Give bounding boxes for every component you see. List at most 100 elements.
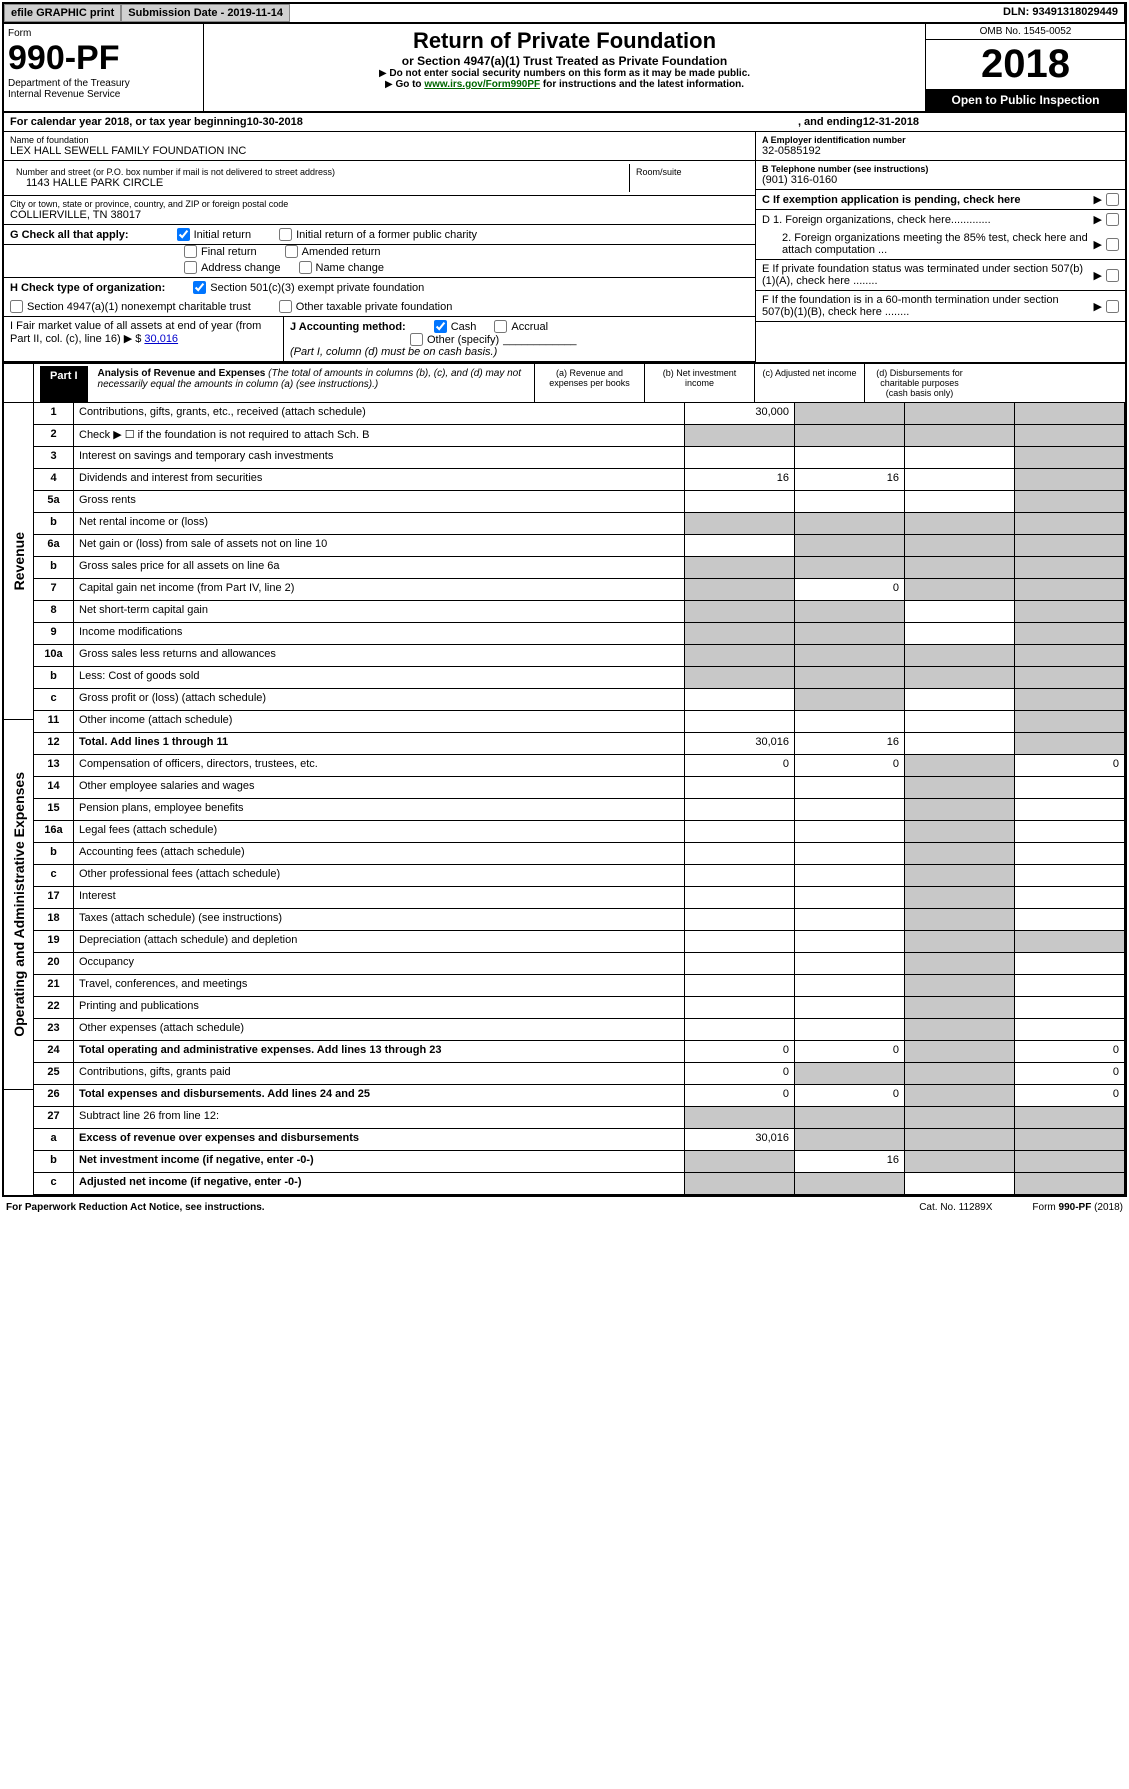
form-page: efile GRAPHIC print Submission Date - 20… bbox=[2, 2, 1127, 1197]
fmv-link[interactable]: 30,016 bbox=[144, 333, 178, 345]
final-return-check[interactable] bbox=[184, 245, 197, 258]
part1-title: Analysis of Revenue and Expenses bbox=[98, 368, 266, 379]
irs: Internal Revenue Service bbox=[8, 89, 199, 100]
line-desc: Adjusted net income (if negative, enter … bbox=[74, 1173, 685, 1195]
form-number: 990-PF bbox=[8, 39, 199, 78]
j-other: Other (specify) bbox=[427, 334, 499, 346]
line-desc: Dividends and interest from securities bbox=[74, 469, 685, 491]
line-desc: Contributions, gifts, grants, etc., rece… bbox=[74, 403, 685, 425]
name-label: Name of foundation bbox=[10, 135, 749, 145]
col-d-val bbox=[1015, 513, 1125, 535]
col-a: (a) Revenue and expenses per books bbox=[534, 364, 644, 402]
col-c: (c) Adjusted net income bbox=[754, 364, 864, 402]
col-a-val: 16 bbox=[685, 469, 795, 491]
col-a-val bbox=[685, 777, 795, 799]
col-d-val bbox=[1015, 997, 1125, 1019]
501c3-check[interactable] bbox=[193, 281, 206, 294]
line-num: 27 bbox=[34, 1107, 74, 1129]
line-num: 17 bbox=[34, 887, 74, 909]
line-num: 9 bbox=[34, 623, 74, 645]
col-c-val bbox=[905, 1173, 1015, 1195]
col-a-val: 0 bbox=[685, 1063, 795, 1085]
line-num: b bbox=[34, 843, 74, 865]
col-b-val bbox=[795, 403, 905, 425]
cal-end: 12-31-2018 bbox=[863, 116, 919, 128]
g-addr: Address change bbox=[201, 262, 281, 274]
line-num: 10a bbox=[34, 645, 74, 667]
col-a-val bbox=[685, 953, 795, 975]
j-label: J Accounting method: bbox=[290, 321, 406, 333]
tax-year: 2018 bbox=[926, 40, 1125, 89]
col-b-val bbox=[795, 1063, 905, 1085]
col-b-val: 0 bbox=[795, 755, 905, 777]
cash-check[interactable] bbox=[434, 320, 447, 333]
line-num: c bbox=[34, 865, 74, 887]
line-num: b bbox=[34, 513, 74, 535]
submission-date: Submission Date - 2019-11-14 bbox=[121, 4, 290, 22]
i-label: I Fair market value of all assets at end… bbox=[10, 320, 261, 345]
accrual-check[interactable] bbox=[494, 320, 507, 333]
col-a-val bbox=[685, 491, 795, 513]
side-revenue: Revenue bbox=[11, 532, 27, 590]
col-b-val bbox=[795, 821, 905, 843]
col-c-val bbox=[905, 953, 1015, 975]
note2-pre: Go to bbox=[395, 79, 424, 90]
line-num: 18 bbox=[34, 909, 74, 931]
g-initial: Initial return bbox=[194, 229, 251, 241]
dln: DLN: 93491318029449 bbox=[997, 4, 1125, 22]
c-check[interactable] bbox=[1106, 193, 1119, 206]
col-c-val bbox=[905, 887, 1015, 909]
line-desc: Net gain or (loss) from sale of assets n… bbox=[74, 535, 685, 557]
line-desc: Travel, conferences, and meetings bbox=[74, 975, 685, 997]
d1-check[interactable] bbox=[1106, 213, 1119, 226]
col-b-val bbox=[795, 909, 905, 931]
line-num: 4 bbox=[34, 469, 74, 491]
phone: (901) 316-0160 bbox=[762, 174, 1119, 186]
col-c-val bbox=[905, 447, 1015, 469]
f-check[interactable] bbox=[1106, 300, 1119, 313]
line-desc: Interest bbox=[74, 887, 685, 909]
col-b-val bbox=[795, 997, 905, 1019]
j-accrual: Accrual bbox=[511, 321, 548, 333]
col-b-val bbox=[795, 623, 905, 645]
col-a-val bbox=[685, 645, 795, 667]
irs-link[interactable]: www.irs.gov/Form990PF bbox=[424, 79, 540, 90]
4947-check[interactable] bbox=[10, 300, 23, 313]
other-method-check[interactable] bbox=[410, 333, 423, 346]
col-c-val bbox=[905, 513, 1015, 535]
name-change-check[interactable] bbox=[299, 261, 312, 274]
col-b-val bbox=[795, 887, 905, 909]
initial-former-check[interactable] bbox=[279, 228, 292, 241]
inspection: Open to Public Inspection bbox=[926, 89, 1125, 111]
form-title: Return of Private Foundation bbox=[214, 28, 915, 54]
address-change-check[interactable] bbox=[184, 261, 197, 274]
d2-check[interactable] bbox=[1106, 238, 1119, 251]
h-other: Other taxable private foundation bbox=[296, 301, 453, 313]
note1: Do not enter social security numbers on … bbox=[389, 68, 750, 79]
col-d-val bbox=[1015, 733, 1125, 755]
col-a-val bbox=[685, 425, 795, 447]
col-d-val: 0 bbox=[1015, 755, 1125, 777]
col-d-val bbox=[1015, 447, 1125, 469]
e-check[interactable] bbox=[1106, 269, 1119, 282]
col-a-val bbox=[685, 513, 795, 535]
other-taxable-check[interactable] bbox=[279, 300, 292, 313]
col-a-val bbox=[685, 535, 795, 557]
initial-return-check[interactable] bbox=[177, 228, 190, 241]
col-b-val: 0 bbox=[795, 1041, 905, 1063]
col-b-val bbox=[795, 1129, 905, 1151]
line-desc: Check ▶ ☐ if the foundation is not requi… bbox=[74, 425, 685, 447]
col-c-val bbox=[905, 1151, 1015, 1173]
col-a-val bbox=[685, 447, 795, 469]
line-desc: Gross profit or (loss) (attach schedule) bbox=[74, 689, 685, 711]
efile-button[interactable]: efile GRAPHIC print bbox=[4, 4, 121, 22]
part1-tab: Part I bbox=[40, 366, 88, 402]
col-c-val bbox=[905, 623, 1015, 645]
amended-check[interactable] bbox=[285, 245, 298, 258]
col-b-val bbox=[795, 667, 905, 689]
col-c-val bbox=[905, 491, 1015, 513]
col-b-val: 0 bbox=[795, 1085, 905, 1107]
line-num: 26 bbox=[34, 1085, 74, 1107]
line-desc: Taxes (attach schedule) (see instruction… bbox=[74, 909, 685, 931]
line-num: 21 bbox=[34, 975, 74, 997]
